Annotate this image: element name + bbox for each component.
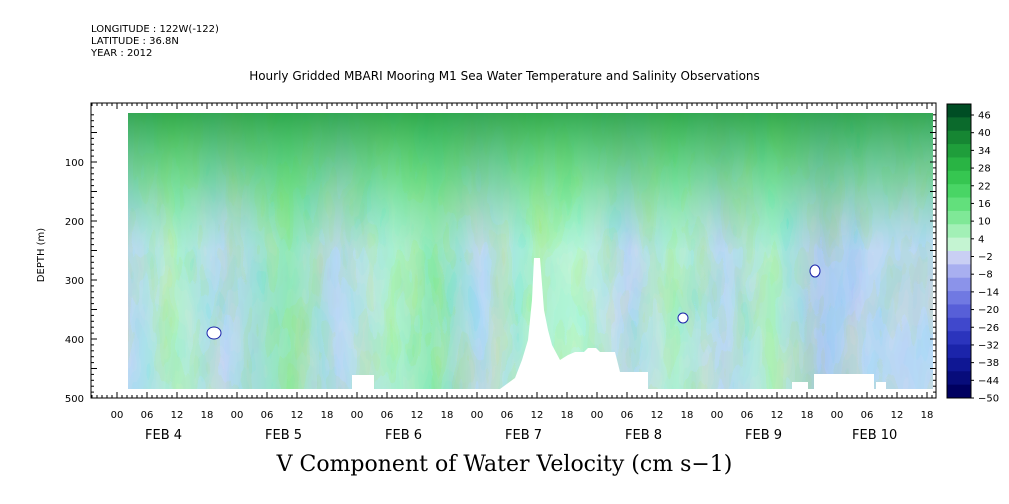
colorbar-swatch xyxy=(947,210,971,225)
x-tick-label: 18 xyxy=(201,410,214,421)
x-tick-label: 12 xyxy=(771,410,784,421)
y-tick-label: 400 xyxy=(65,335,84,346)
x-tick-label: 18 xyxy=(801,410,814,421)
x-tick-label: 00 xyxy=(111,410,124,421)
colorbar-swatch xyxy=(947,117,971,132)
colorbar-label: −8 xyxy=(978,270,993,281)
colorbar-swatch xyxy=(947,224,971,239)
colorbar-swatch xyxy=(947,344,971,359)
date-label: FEB 9 xyxy=(745,428,782,443)
colorbar-swatch xyxy=(947,144,971,158)
colorbar-label: −2 xyxy=(978,252,993,263)
date-label: FEB 6 xyxy=(385,428,422,443)
date-label: FEB 10 xyxy=(852,428,897,443)
date-label: FEB 4 xyxy=(145,428,182,443)
date-label: FEB 7 xyxy=(505,428,542,443)
colorbar-swatch xyxy=(947,304,971,319)
chart-title: Hourly Gridded MBARI Mooring M1 Sea Wate… xyxy=(249,69,760,83)
colorbar-swatch xyxy=(947,237,971,252)
y-axis-label: DEPTH (m) xyxy=(36,228,47,282)
x-tick-label: 18 xyxy=(441,410,454,421)
date-label: FEB 5 xyxy=(265,428,302,443)
y-tick-label: 100 xyxy=(65,158,84,169)
x-tick-label: 12 xyxy=(291,410,304,421)
colorbar-swatch xyxy=(947,157,971,172)
colorbar-label: −44 xyxy=(978,376,999,387)
date-label: FEB 8 xyxy=(625,428,662,443)
colorbar-label: 34 xyxy=(978,146,991,157)
x-axis-labels: 00 06 12 18 00 06 12 18 00 06 12 18 00 06 12 18 00 06 12 18… xyxy=(111,410,934,421)
x-tick-label: 06 xyxy=(621,410,634,421)
missing-data-holes xyxy=(206,264,821,340)
x-tick-label: 18 xyxy=(321,410,334,421)
colorbar-swatch xyxy=(947,357,971,372)
year-label: YEAR : 2012 xyxy=(91,48,153,59)
x-tick-label: 12 xyxy=(651,410,664,421)
x-tick-label: 00 xyxy=(831,410,844,421)
colorbar-swatch xyxy=(947,317,971,332)
y-tick-label: 300 xyxy=(65,276,84,287)
x-tick-label: 18 xyxy=(921,410,934,421)
y-tick-label: 200 xyxy=(65,217,84,228)
x-tick-label: 12 xyxy=(411,410,424,421)
x-tick-label: 00 xyxy=(711,410,724,421)
colorbar-label: 4 xyxy=(978,234,984,245)
colorbar-swatch xyxy=(947,170,971,185)
x-axis-ticks xyxy=(91,103,933,398)
colorbar-swatch xyxy=(947,184,971,199)
colorbar-swatch xyxy=(947,277,971,292)
colorbar-label: −14 xyxy=(978,287,999,298)
x-tick-label: 06 xyxy=(141,410,154,421)
colorbar-label: 22 xyxy=(978,181,991,192)
colorbar-swatch xyxy=(947,130,971,145)
colorbar-label: −38 xyxy=(978,358,999,369)
colorbar-swatch xyxy=(947,291,971,305)
colorbar-label: 46 xyxy=(978,111,991,122)
y-tick-label: 500 xyxy=(65,394,84,405)
colorbar-swatch xyxy=(947,371,971,386)
colorbar-label: −50 xyxy=(978,394,999,405)
longitude-label: LONGITUDE : 122W(-122) xyxy=(91,24,219,35)
latitude-label: LATITUDE : 36.8N xyxy=(91,36,179,47)
footer-title: V Component of Water Velocity (cm s−1) xyxy=(276,452,733,477)
x-tick-label: 06 xyxy=(501,410,514,421)
x-tick-label: 00 xyxy=(351,410,364,421)
x-tick-label: 18 xyxy=(681,410,694,421)
colorbar-label: −20 xyxy=(978,305,999,316)
colorbar-label: −32 xyxy=(978,340,999,351)
colorbar-swatch xyxy=(947,384,971,399)
x-tick-label: 12 xyxy=(891,410,904,421)
x-tick-label: 06 xyxy=(861,410,874,421)
x-tick-label: 06 xyxy=(381,410,394,421)
x-tick-label: 18 xyxy=(561,410,574,421)
x-tick-label: 12 xyxy=(531,410,544,421)
heatmap-field xyxy=(128,113,933,389)
colorbar-swatch xyxy=(947,251,971,265)
colorbar-frame xyxy=(946,103,972,399)
colorbar-label: 28 xyxy=(978,164,991,175)
x-tick-label: 06 xyxy=(261,410,274,421)
x-tick-label: 00 xyxy=(471,410,484,421)
colorbar-swatch xyxy=(947,104,971,118)
colorbar-label: −26 xyxy=(978,323,999,334)
x-tick-label: 06 xyxy=(741,410,754,421)
colorbar-label: 16 xyxy=(978,199,991,210)
x-tick-label: 12 xyxy=(171,410,184,421)
missing-data-region xyxy=(352,258,886,389)
y-axis: 100 200 300 400 500 xyxy=(65,114,936,405)
colorbar-swatch xyxy=(947,197,971,212)
colorbar-label: 10 xyxy=(978,217,991,228)
date-labels: FEB 4 FEB 5 FEB 6 FEB 7 FEB 8 FEB 9 FEB 10 xyxy=(145,428,897,443)
colorbar: 46 40 34 28 22 16 10 4 −2 −8 −14 −20 −26 −32 −38 −44 −50 xyxy=(946,103,999,405)
x-tick-label: 00 xyxy=(231,410,244,421)
colorbar-swatch xyxy=(947,264,971,279)
colorbar-swatch xyxy=(947,331,971,346)
colorbar-label: 40 xyxy=(978,128,991,139)
x-tick-label: 00 xyxy=(591,410,604,421)
